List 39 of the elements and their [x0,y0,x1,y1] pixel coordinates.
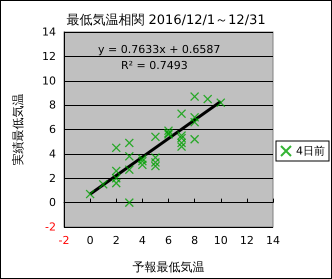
point [138,156,148,166]
annotation: y = 0.7633x + 0.6587 [98,43,220,56]
legend-label: 4日前 [296,144,325,158]
point [190,134,200,144]
point [98,180,108,189]
point [150,132,160,142]
y-tick-label: 12 [42,50,56,63]
point [112,143,121,152]
x-tick-label: 2 [112,234,120,247]
point [164,126,174,136]
x-tick-label: 12 [240,234,254,247]
x-tick-label: 4 [138,234,146,247]
y-tick-label: 4 [49,147,56,160]
y-tick-label: -2 [45,220,56,234]
point [85,189,95,199]
x-tick-label: 0 [86,234,94,247]
point [124,152,134,161]
point [216,98,226,108]
point [176,109,186,118]
x-tick-label: 6 [165,234,172,247]
point [124,198,134,208]
y-tick-label: 8 [49,98,56,112]
x-tick-label: 10 [214,234,228,247]
point [203,94,212,104]
x-axis-title: 予報最低気温 [132,260,204,274]
point [190,92,200,102]
x-tick-label: -2 [58,234,70,247]
annotation: R² = 0.7493 [121,59,188,72]
y-axis-title: 実績最低気温 [11,94,25,166]
x-tick-label: 14 [266,234,280,247]
point [124,165,134,174]
chart-title: 最低気温相関 2016/12/1～12/31 [66,13,266,28]
y-tick-label: 2 [49,172,56,185]
y-tick-label: 0 [49,196,56,210]
x-tick-label: 8 [191,234,198,247]
y-tick-label: 6 [49,123,56,136]
point [124,138,134,148]
y-tick-label: 10 [42,74,56,88]
y-tick-label: 14 [42,26,56,38]
